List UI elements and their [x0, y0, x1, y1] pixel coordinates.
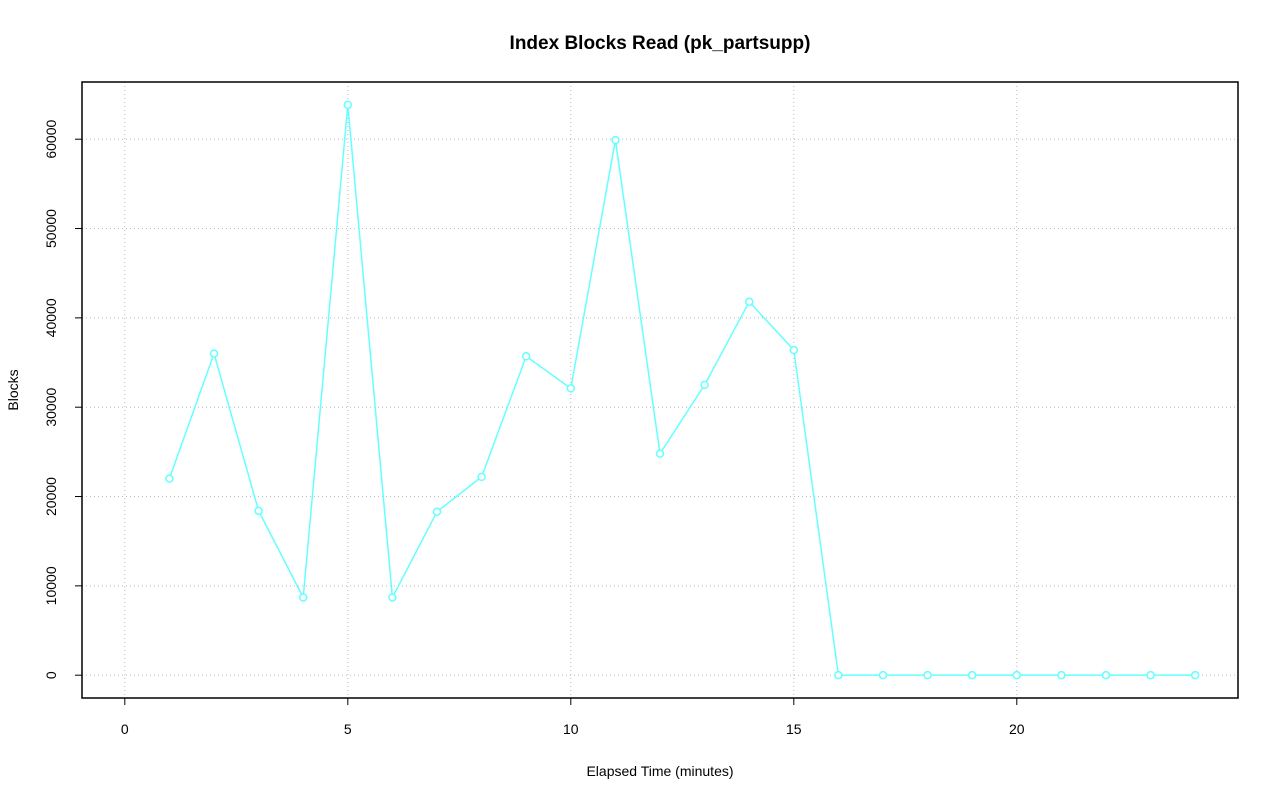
y-axis-label: Blocks: [5, 369, 21, 410]
point: [566, 384, 576, 393]
point: [789, 345, 799, 355]
x-tick-label: 15: [786, 721, 802, 737]
x-tick-label: 0: [121, 721, 129, 737]
point: [655, 449, 665, 458]
x-tick-label: 20: [1009, 721, 1025, 737]
point: [1146, 670, 1155, 680]
point: [744, 297, 754, 307]
point: [1101, 670, 1111, 680]
point: [1057, 670, 1066, 680]
line: [168, 104, 1196, 676]
point: [388, 593, 397, 602]
y-tick-label: 30000: [43, 388, 59, 427]
point: [700, 380, 709, 390]
point: [834, 670, 843, 680]
point: [923, 670, 932, 680]
point: [878, 670, 888, 680]
x-tick-label: 10: [563, 721, 579, 737]
point: [343, 100, 353, 110]
point: [521, 352, 531, 361]
y-tick-label: 40000: [43, 298, 59, 337]
point: [1190, 670, 1200, 680]
point: [477, 472, 486, 482]
point: [165, 474, 174, 483]
point: [967, 670, 977, 680]
y-tick-label: 20000: [43, 477, 59, 516]
point: [1012, 670, 1022, 680]
plot-frame: [81, 81, 1239, 699]
point: [611, 135, 620, 145]
point: [209, 349, 219, 358]
y-tick-label: 0: [43, 671, 59, 679]
x-axis-label: Elapsed Time (minutes): [586, 763, 733, 779]
y-tick-label: 60000: [43, 120, 59, 159]
point: [432, 507, 442, 516]
point: [254, 506, 263, 516]
point: [298, 593, 308, 602]
chart-title: Index Blocks Read (pk_partsupp): [510, 33, 811, 54]
y-tick-label: 50000: [43, 209, 59, 248]
x-tick-label: 5: [344, 721, 352, 737]
y-tick-label: 10000: [43, 566, 59, 605]
